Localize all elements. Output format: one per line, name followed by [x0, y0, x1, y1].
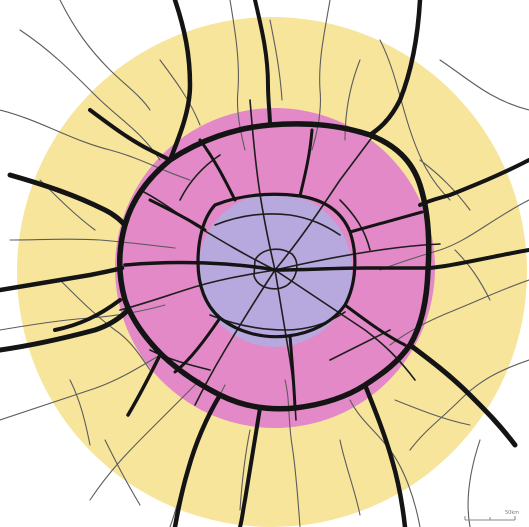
- motorway: [88, 108, 172, 162]
- minor-road: [269, 19, 283, 101]
- major-road: [343, 303, 407, 347]
- cross-road: [214, 213, 341, 236]
- scale-bar: 50km: [464, 510, 519, 521]
- motorway: [7, 172, 128, 228]
- major-road: [348, 210, 424, 234]
- minor-road: [454, 249, 491, 301]
- minor-road: [59, 0, 151, 111]
- minor-road: [339, 439, 361, 516]
- radial-road: [274, 119, 386, 271]
- motorway: [407, 342, 518, 448]
- minor-road: [394, 399, 471, 426]
- motorway: [167, 0, 193, 163]
- minor-road: [9, 238, 176, 249]
- scale-bar-label: 50km: [505, 510, 519, 516]
- minor-road: [0, 109, 191, 181]
- minor-road: [0, 354, 161, 421]
- motorway: [53, 298, 122, 332]
- minor-road: [159, 59, 201, 126]
- major-road: [173, 316, 222, 374]
- motorway: [0, 265, 125, 293]
- minor-road: [104, 439, 141, 506]
- minor-road: [59, 279, 151, 371]
- cross-road: [179, 154, 221, 201]
- motorway: [238, 406, 262, 527]
- minor-road: [439, 59, 529, 111]
- major-road: [198, 138, 237, 202]
- major-road: [298, 128, 314, 198]
- motorway: [253, 0, 272, 127]
- motorway: [0, 307, 131, 353]
- minor-road: [379, 199, 529, 271]
- motorway: [172, 392, 223, 527]
- orbital-motorway: [117, 121, 432, 412]
- major-road: [148, 198, 207, 232]
- minor-road: [419, 159, 471, 211]
- radial-road: [249, 99, 276, 271]
- minor-road: [89, 379, 201, 501]
- motorway: [367, 0, 423, 138]
- major-road: [288, 334, 297, 410]
- minor-road: [389, 279, 529, 346]
- radial-road: [274, 243, 441, 271]
- minor-road: [311, 0, 331, 151]
- minor-road: [239, 429, 251, 511]
- motorway: [426, 248, 529, 270]
- motorway: [362, 382, 408, 527]
- minor-road: [284, 379, 301, 527]
- motorway: [126, 353, 162, 417]
- radial-road: [119, 269, 276, 311]
- major-road: [273, 266, 430, 272]
- motorway: [418, 158, 529, 207]
- major-road: [123, 260, 277, 272]
- cross-road: [149, 349, 211, 371]
- inner-loop: [253, 248, 298, 290]
- minor-road: [409, 359, 529, 451]
- minor-road: [379, 39, 451, 201]
- minor-road: [467, 439, 481, 527]
- cross-road: [339, 199, 371, 251]
- minor-road: [69, 379, 91, 446]
- minor-road: [19, 29, 161, 161]
